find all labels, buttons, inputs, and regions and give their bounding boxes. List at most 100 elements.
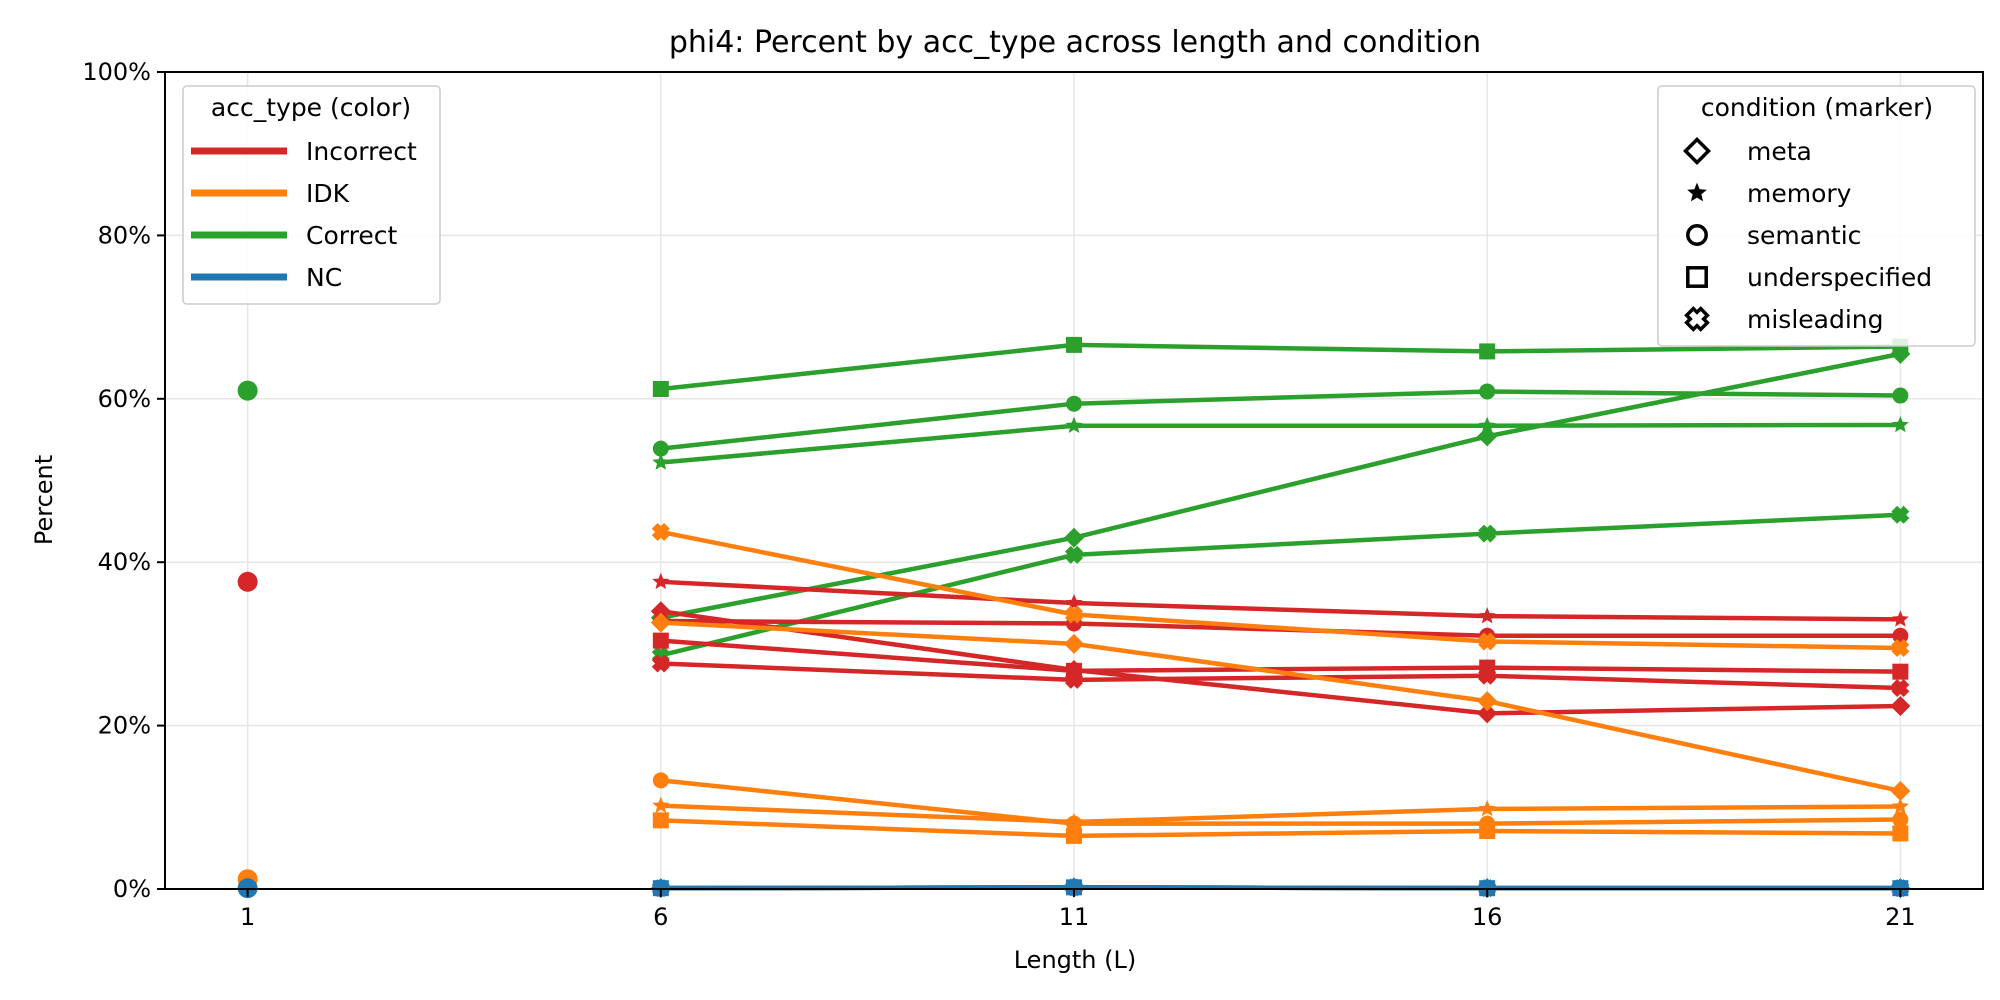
x-tick-label: 16 xyxy=(1472,903,1503,931)
data-point xyxy=(1478,524,1497,543)
legend-marker-diamond-icon xyxy=(1683,137,1711,165)
legend-label: Correct xyxy=(306,221,397,250)
legend-item-idk: IDK xyxy=(191,179,350,208)
series-idk-meta xyxy=(650,612,1911,801)
legend-item-correct: Correct xyxy=(191,221,397,250)
data-point xyxy=(1065,416,1083,434)
data-point xyxy=(1065,670,1083,689)
legend-item-incorrect: Incorrect xyxy=(191,137,417,166)
x-axis-label: Length (L) xyxy=(1014,946,1137,974)
series-correct-meta xyxy=(650,343,1911,628)
series-incorrect-misleading xyxy=(651,654,1910,698)
y-tick-label: 80% xyxy=(98,221,151,249)
series-idk-semantic xyxy=(652,772,1909,832)
data-point-incorrect xyxy=(237,571,258,592)
legend-item-underspecified: underspecified xyxy=(1686,263,1932,292)
data-point xyxy=(1477,703,1498,724)
data-point xyxy=(1892,663,1909,680)
series-layer xyxy=(237,336,1911,899)
data-point xyxy=(652,572,670,590)
y-tick-label: 40% xyxy=(98,548,151,576)
legend-marker-star-icon xyxy=(1687,182,1707,202)
legend-item-semantic: semantic xyxy=(1686,221,1861,250)
series-line xyxy=(660,529,1901,651)
series-line xyxy=(660,638,1901,674)
legend-label: misleading xyxy=(1747,305,1884,334)
series-line xyxy=(660,661,1901,691)
legend-box xyxy=(182,85,441,305)
data-point xyxy=(1066,395,1082,412)
legend-item-memory: memory xyxy=(1687,179,1852,208)
x-axis: 1 6 11 16 21 xyxy=(240,889,1916,931)
series-incorrect-underspecified xyxy=(652,632,1909,680)
data-point xyxy=(1891,505,1910,524)
data-point xyxy=(1890,695,1911,716)
data-point xyxy=(652,632,669,649)
legend-acc-type: acc_type (color) Incorrect IDK Correct NC xyxy=(182,85,441,305)
data-point xyxy=(1065,545,1083,564)
series-line xyxy=(660,389,1901,451)
data-point xyxy=(1478,666,1497,685)
data-point xyxy=(652,440,669,457)
series-nc-misleading xyxy=(651,878,1910,898)
series-line xyxy=(660,803,1901,825)
data-point xyxy=(1892,387,1909,404)
series-line xyxy=(660,422,1901,465)
legend-label: memory xyxy=(1747,179,1852,208)
data-point-correct xyxy=(237,380,258,401)
legend-marker-square-icon xyxy=(1686,266,1708,288)
data-point xyxy=(1477,691,1498,712)
legend-label: NC xyxy=(306,263,342,292)
data-point xyxy=(652,380,669,397)
y-axis-label: Percent xyxy=(30,455,58,545)
series-line xyxy=(660,620,1901,794)
x-tick-label: 1 xyxy=(240,903,255,931)
data-point xyxy=(1478,632,1497,651)
x-tick-label: 21 xyxy=(1885,903,1916,931)
data-point xyxy=(652,796,670,813)
data-point xyxy=(1478,607,1496,624)
data-point xyxy=(1064,527,1084,548)
series-line xyxy=(660,351,1901,620)
y-axis: 0% 20% 40% 60% 80% 100% xyxy=(82,58,165,903)
data-point xyxy=(1891,679,1910,698)
data-point xyxy=(1065,605,1083,624)
legend-item-nc: NC xyxy=(191,263,342,292)
legend-marker-circle-icon xyxy=(1686,224,1708,246)
x-tick-label: 6 xyxy=(653,903,668,931)
data-point xyxy=(1065,813,1083,830)
series-line xyxy=(660,608,1901,716)
data-point xyxy=(651,522,670,541)
data-point xyxy=(1891,610,1909,627)
legend-item-misleading: misleading xyxy=(1684,305,1884,334)
data-point xyxy=(1065,878,1083,897)
legend-item-meta: meta xyxy=(1683,137,1812,166)
series-idk-misleading xyxy=(651,522,1910,657)
data-point xyxy=(651,654,670,673)
data-point xyxy=(1066,336,1082,353)
data-point xyxy=(1477,426,1498,447)
legend-title: acc_type (color) xyxy=(211,93,411,122)
data-point xyxy=(1891,638,1910,657)
data-point xyxy=(1478,799,1496,817)
legend-title: condition (marker) xyxy=(1701,93,1933,122)
data-point xyxy=(1892,811,1909,828)
y-tick-label: 60% xyxy=(98,385,151,413)
data-point xyxy=(1065,594,1083,611)
legend-box xyxy=(1657,85,1976,347)
series-incorrect-memory xyxy=(652,572,1909,627)
data-point xyxy=(1479,383,1496,400)
series-line xyxy=(660,579,1901,622)
data-point xyxy=(1892,825,1909,842)
series-line xyxy=(660,778,1901,826)
series-idk-underspecified xyxy=(652,812,1909,844)
data-point xyxy=(652,453,670,470)
series-idk-memory xyxy=(652,796,1909,830)
data-point xyxy=(1891,415,1909,433)
data-point xyxy=(1064,633,1084,654)
series-correct-memory xyxy=(652,415,1909,470)
series-line xyxy=(660,342,1901,392)
data-point xyxy=(1479,822,1496,839)
y-tick-label: 20% xyxy=(98,712,151,740)
